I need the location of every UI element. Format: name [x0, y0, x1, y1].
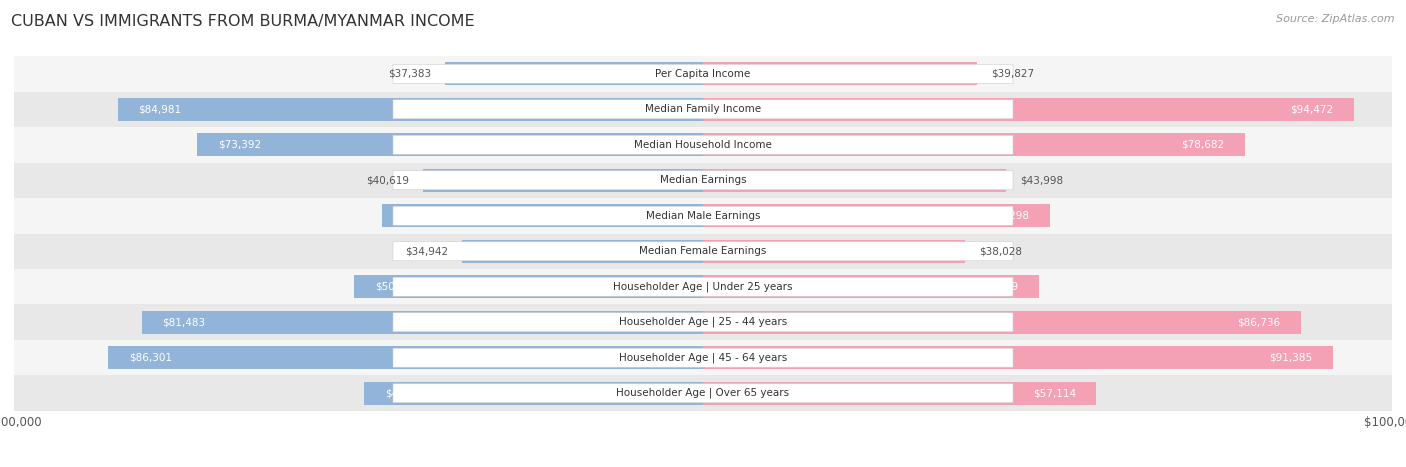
- Text: $46,580: $46,580: [402, 211, 446, 221]
- Text: $73,392: $73,392: [218, 140, 262, 150]
- FancyBboxPatch shape: [392, 171, 1014, 190]
- Text: Householder Age | 25 - 44 years: Householder Age | 25 - 44 years: [619, 317, 787, 327]
- FancyBboxPatch shape: [703, 240, 965, 263]
- Text: Median Household Income: Median Household Income: [634, 140, 772, 150]
- FancyBboxPatch shape: [703, 346, 1333, 369]
- FancyBboxPatch shape: [703, 62, 977, 85]
- Text: Median Family Income: Median Family Income: [645, 104, 761, 114]
- Text: $86,301: $86,301: [129, 353, 172, 363]
- Text: $37,383: $37,383: [388, 69, 432, 79]
- FancyBboxPatch shape: [354, 275, 703, 298]
- FancyBboxPatch shape: [392, 313, 1014, 332]
- FancyBboxPatch shape: [14, 234, 1392, 269]
- FancyBboxPatch shape: [14, 127, 1392, 163]
- FancyBboxPatch shape: [392, 242, 1014, 261]
- Text: Median Male Earnings: Median Male Earnings: [645, 211, 761, 221]
- FancyBboxPatch shape: [392, 384, 1014, 403]
- FancyBboxPatch shape: [703, 133, 1246, 156]
- FancyBboxPatch shape: [392, 135, 1014, 154]
- Text: Median Female Earnings: Median Female Earnings: [640, 246, 766, 256]
- FancyBboxPatch shape: [108, 346, 703, 369]
- FancyBboxPatch shape: [14, 163, 1392, 198]
- Text: CUBAN VS IMMIGRANTS FROM BURMA/MYANMAR INCOME: CUBAN VS IMMIGRANTS FROM BURMA/MYANMAR I…: [11, 14, 475, 29]
- FancyBboxPatch shape: [703, 169, 1007, 192]
- Text: $38,028: $38,028: [979, 246, 1022, 256]
- Text: $49,152: $49,152: [385, 388, 429, 398]
- Text: $50,298: $50,298: [986, 211, 1029, 221]
- FancyBboxPatch shape: [703, 98, 1354, 121]
- Text: Householder Age | 45 - 64 years: Householder Age | 45 - 64 years: [619, 353, 787, 363]
- FancyBboxPatch shape: [14, 198, 1392, 234]
- Text: $78,682: $78,682: [1181, 140, 1225, 150]
- Text: $34,942: $34,942: [405, 246, 449, 256]
- FancyBboxPatch shape: [392, 64, 1014, 83]
- FancyBboxPatch shape: [703, 204, 1049, 227]
- Text: $40,619: $40,619: [367, 175, 409, 185]
- FancyBboxPatch shape: [14, 56, 1392, 92]
- Text: $86,736: $86,736: [1237, 317, 1279, 327]
- FancyBboxPatch shape: [14, 92, 1392, 127]
- Text: $84,981: $84,981: [138, 104, 181, 114]
- Text: $91,385: $91,385: [1268, 353, 1312, 363]
- FancyBboxPatch shape: [463, 240, 703, 263]
- FancyBboxPatch shape: [118, 98, 703, 121]
- FancyBboxPatch shape: [142, 311, 703, 334]
- FancyBboxPatch shape: [14, 340, 1392, 375]
- FancyBboxPatch shape: [392, 206, 1014, 225]
- FancyBboxPatch shape: [703, 382, 1097, 405]
- Text: Householder Age | Over 65 years: Householder Age | Over 65 years: [616, 388, 790, 398]
- FancyBboxPatch shape: [446, 62, 703, 85]
- Text: $48,749: $48,749: [974, 282, 1018, 292]
- FancyBboxPatch shape: [392, 100, 1014, 119]
- FancyBboxPatch shape: [197, 133, 703, 156]
- FancyBboxPatch shape: [364, 382, 703, 405]
- FancyBboxPatch shape: [14, 375, 1392, 411]
- FancyBboxPatch shape: [14, 304, 1392, 340]
- FancyBboxPatch shape: [703, 275, 1039, 298]
- Text: Median Earnings: Median Earnings: [659, 175, 747, 185]
- FancyBboxPatch shape: [382, 204, 703, 227]
- FancyBboxPatch shape: [14, 269, 1392, 304]
- Text: $94,472: $94,472: [1291, 104, 1333, 114]
- FancyBboxPatch shape: [392, 348, 1014, 367]
- FancyBboxPatch shape: [392, 277, 1014, 296]
- Text: $43,998: $43,998: [1019, 175, 1063, 185]
- Text: $81,483: $81,483: [162, 317, 205, 327]
- FancyBboxPatch shape: [423, 169, 703, 192]
- Text: $57,114: $57,114: [1032, 388, 1076, 398]
- FancyBboxPatch shape: [703, 311, 1301, 334]
- Text: Householder Age | Under 25 years: Householder Age | Under 25 years: [613, 282, 793, 292]
- Text: Per Capita Income: Per Capita Income: [655, 69, 751, 79]
- Text: Source: ZipAtlas.com: Source: ZipAtlas.com: [1277, 14, 1395, 24]
- Text: $39,827: $39,827: [991, 69, 1035, 79]
- Text: $50,655: $50,655: [374, 282, 418, 292]
